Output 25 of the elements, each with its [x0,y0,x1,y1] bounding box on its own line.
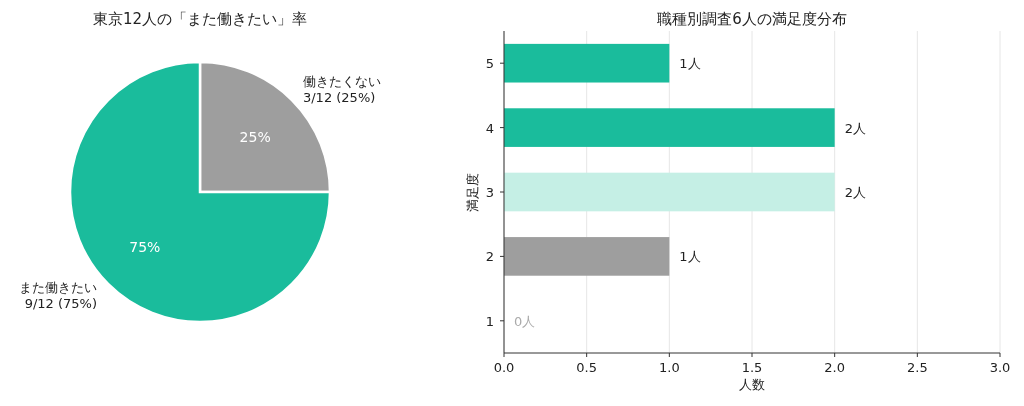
x-tick-label: 2.5 [906,360,928,375]
x-axis-title: 人数 [739,377,765,392]
chart-title: 職種別調査6人の満足度分布 [657,10,847,28]
chart-title: 東京12人の「また働きたい」率 [92,10,308,28]
data-label: 0人 [514,313,536,329]
data-label: 2人 [844,120,866,136]
x-tick-label: 0.5 [576,360,598,375]
data-label: 1人 [679,249,701,265]
x-tick-label: 0.0 [493,360,515,375]
data-label: 75% [129,239,161,256]
slice-label: また働きたい 9/12 (75%) [19,279,98,311]
data-label: 2人 [844,185,866,200]
y-tick-label: 4 [485,120,494,136]
x-tick-label: 1.5 [741,360,763,375]
x-tick-label: 3.0 [989,360,1011,375]
data-label: 1人 [679,56,701,72]
y-tick-label: 3 [485,185,494,200]
slice-label: 働きたくない 3/12 (25%) [302,74,381,105]
data-label: 25% [239,128,271,145]
y-tick-label: 5 [485,56,494,72]
y-tick-label: 2 [485,249,494,265]
x-tick-label: 1.0 [658,360,680,375]
y-tick-label: 1 [485,313,494,329]
y-axis-title: 満足度 [465,172,480,212]
x-tick-label: 2.0 [824,360,846,375]
